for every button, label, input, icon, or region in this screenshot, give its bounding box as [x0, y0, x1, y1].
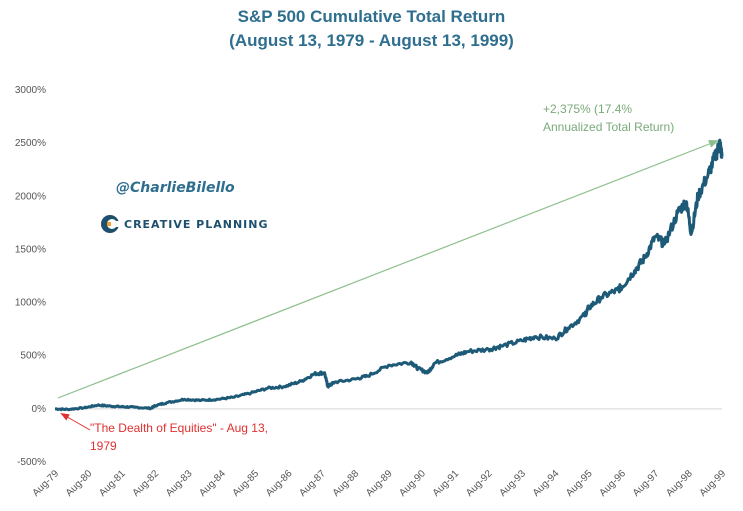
x-tick-label: Aug-90 [397, 468, 428, 499]
creative-planning-logo: CREATIVE PLANNING [101, 215, 269, 233]
start-annotation-line2: 1979 [90, 439, 117, 453]
x-tick-label: Aug-89 [364, 468, 395, 499]
y-tick-label: 3000% [15, 85, 46, 96]
x-tick-label: Aug-87 [297, 468, 328, 499]
x-tick-label: Aug-92 [464, 468, 495, 499]
start-annotation-line1: "The Dealth of Equities" - Aug 13, [90, 421, 268, 435]
x-tick-label: Aug-80 [64, 468, 95, 499]
end-return-label-line2: Annualized Total Return) [543, 120, 674, 134]
end-return-label-line1: +2,375% (17.4% [543, 102, 632, 116]
y-tick-label: 0% [32, 404, 47, 415]
x-tick-label: Aug-91 [431, 468, 462, 499]
x-tick-label: Aug-85 [231, 468, 262, 499]
x-tick-label: Aug-98 [664, 468, 695, 499]
x-tick-label: Aug-88 [331, 468, 362, 499]
return-trend-arrow [57, 140, 719, 399]
x-tick-label: Aug-84 [197, 468, 228, 499]
chart-title: S&P 500 Cumulative Total Return [237, 7, 506, 26]
y-tick-label: 1000% [15, 298, 46, 309]
y-tick-label: 2500% [15, 138, 46, 149]
x-tick-label: Aug-79 [31, 468, 62, 499]
x-tick-label: Aug-95 [564, 468, 595, 499]
y-tick-label: -500% [17, 457, 46, 468]
sp500-cumulative-return-line [54, 138, 724, 412]
x-tick-label: Aug-96 [597, 468, 628, 499]
y-tick-label: 2000% [15, 191, 46, 202]
y-tick-label: 1500% [15, 244, 46, 255]
y-tick-label: 500% [20, 351, 46, 362]
start-annotation-arrow [60, 413, 91, 431]
x-tick-label: Aug-83 [164, 468, 195, 499]
x-tick-label: Aug-86 [264, 468, 295, 499]
x-tick-label: Aug-82 [131, 468, 162, 499]
chart-subtitle: (August 13, 1979 - August 13, 1999) [229, 31, 514, 50]
x-tick-label: Aug-93 [497, 468, 528, 499]
x-tick-label: Aug-94 [531, 468, 562, 499]
x-tick-label: Aug-99 [698, 468, 729, 499]
company-name: CREATIVE PLANNING [124, 218, 269, 231]
author-handle: @CharlieBilello [116, 180, 235, 196]
x-tick-label: Aug-97 [631, 468, 662, 499]
x-tick-label: Aug-81 [97, 468, 128, 499]
